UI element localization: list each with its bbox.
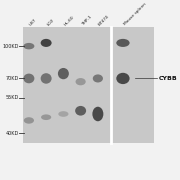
Ellipse shape	[58, 68, 69, 79]
Text: THP-1: THP-1	[81, 15, 93, 26]
Text: BT474: BT474	[98, 14, 111, 26]
Text: U87: U87	[29, 17, 38, 26]
Text: LO2: LO2	[46, 18, 55, 26]
Ellipse shape	[75, 106, 86, 116]
Ellipse shape	[116, 39, 130, 47]
Text: CYBB: CYBB	[159, 76, 178, 81]
Ellipse shape	[24, 117, 34, 124]
Ellipse shape	[23, 74, 34, 83]
Text: 40KD: 40KD	[5, 131, 19, 136]
Text: 55KD: 55KD	[5, 95, 19, 100]
Ellipse shape	[23, 43, 34, 49]
Text: 70KD: 70KD	[5, 76, 19, 81]
Ellipse shape	[41, 73, 52, 84]
Text: Mouse spleen: Mouse spleen	[123, 2, 147, 26]
Ellipse shape	[58, 111, 68, 117]
FancyBboxPatch shape	[23, 27, 154, 143]
Ellipse shape	[92, 107, 103, 121]
Ellipse shape	[41, 114, 51, 120]
Ellipse shape	[116, 73, 130, 84]
Text: HL-60: HL-60	[63, 15, 75, 26]
Ellipse shape	[76, 78, 86, 85]
Ellipse shape	[41, 39, 52, 47]
Text: 100KD: 100KD	[2, 44, 19, 49]
Ellipse shape	[93, 74, 103, 82]
